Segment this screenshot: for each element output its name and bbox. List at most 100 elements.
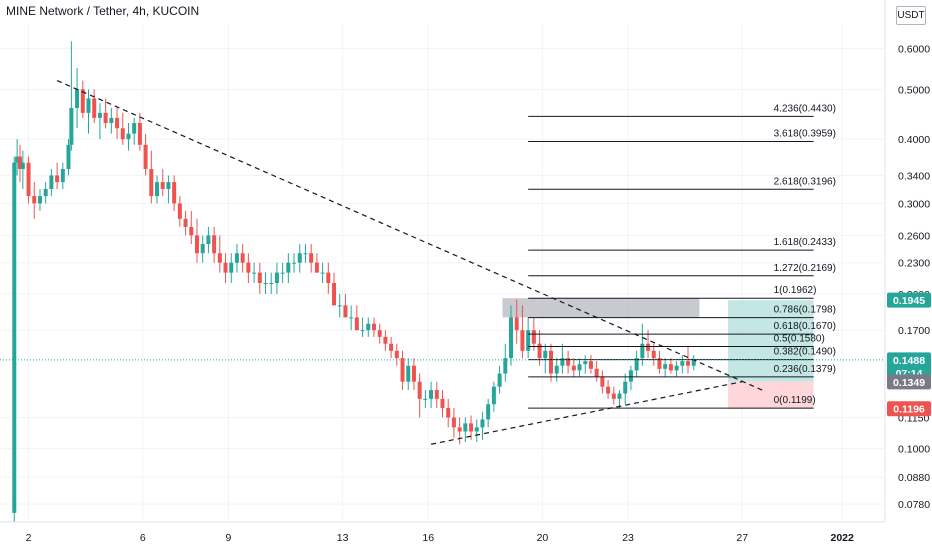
candles (12, 41, 696, 522)
candle-body (446, 407, 451, 418)
candle-body (120, 128, 125, 140)
x-tick-label: 2022 (830, 532, 854, 544)
candle-body (32, 196, 37, 204)
candle-body (303, 253, 308, 255)
candle-body (571, 365, 576, 371)
candle-body (423, 398, 428, 400)
candle-body (651, 350, 656, 359)
candle-body (600, 376, 605, 387)
candle-body (383, 336, 388, 344)
candle-body (623, 381, 628, 394)
candle-body (588, 361, 593, 369)
candle-body (611, 393, 616, 399)
candle-body (15, 156, 20, 163)
candle-body (55, 175, 60, 183)
candle-body (434, 390, 439, 399)
candle-body (663, 364, 668, 369)
time-axis: 269131620232720224 (26, 532, 854, 544)
candle-body (389, 343, 394, 351)
candle-body (674, 365, 679, 371)
fib-label: 0.786(0.1798) (774, 305, 836, 316)
fib-label: 3.618(0.3959) (774, 128, 836, 139)
candle-body (491, 386, 496, 405)
y-tick-label: 0.1700 (898, 325, 930, 337)
fib-label: 0(0.1199) (774, 395, 816, 406)
candle-body (69, 107, 74, 145)
trend-lines (56, 80, 763, 445)
candle-body (166, 182, 171, 189)
candle-body (92, 98, 97, 118)
fib-label: 1.272(0.2169) (774, 263, 836, 274)
stop-zone (727, 381, 814, 409)
candle-body (691, 359, 696, 366)
candle-body (400, 358, 405, 382)
candle-body (155, 182, 160, 197)
y-tick-label: 0.0780 (898, 499, 930, 511)
chart-grid (0, 24, 885, 522)
candle-body (469, 423, 474, 432)
candle-body (503, 358, 508, 374)
price-axis: 0.6000 0.5000 0.4000 0.3400 0.3000 0.2600 0.23… (898, 44, 930, 511)
x-tick-label: 2 (26, 532, 32, 544)
x-tick-label: 9 (225, 532, 231, 544)
candle-body (457, 427, 462, 432)
candle-body (343, 305, 348, 318)
current-price-tag-label: 0.1488 (893, 355, 925, 367)
candle-body (177, 203, 182, 219)
current-price-tag (887, 352, 931, 381)
candle-body (606, 386, 611, 394)
fib-label: 0.236(0.1379) (774, 364, 836, 375)
candle-body (583, 361, 588, 365)
candle-body (234, 253, 239, 263)
target-price-tag-label: 0.1945 (893, 295, 925, 307)
candle-body (223, 262, 228, 273)
fib-levels: 4.236(0.4430) 3.618(0.3959) 2.618(0.3196) 1… (528, 103, 836, 409)
candle-body (486, 404, 491, 420)
candle-body (292, 262, 297, 264)
candle-body (126, 133, 131, 140)
fib-label: 0.618(0.1670) (774, 321, 836, 332)
candle-body (274, 272, 279, 284)
x-tick-label: 13 (337, 532, 349, 544)
candle-body (646, 343, 651, 351)
y-tick-label: 0.3400 (898, 170, 930, 182)
candle-body (520, 330, 525, 351)
candle-body (349, 317, 354, 319)
candle-body (183, 218, 188, 227)
candle-body (657, 358, 662, 369)
candle-body (354, 317, 359, 331)
candle-body (26, 162, 31, 197)
candle-body (314, 262, 319, 273)
candle-body (149, 168, 154, 197)
candle-body (75, 89, 80, 108)
candle-body (537, 343, 542, 359)
fib-label: 2.618(0.3196) (774, 176, 836, 187)
y-tick-label: 0.4000 (898, 134, 930, 146)
candle-body (37, 196, 42, 204)
candle-body (360, 330, 365, 332)
candle-body (257, 272, 262, 284)
fib-label: 1.618(0.2433) (774, 237, 836, 248)
candle-body (554, 365, 559, 374)
candle-body (560, 358, 565, 366)
candle-body (406, 365, 411, 382)
candle-body (429, 390, 434, 399)
stop-price-tag (887, 401, 931, 417)
candle-body (394, 350, 399, 359)
candle-body (86, 98, 91, 113)
currency-unit-button[interactable]: USDT (896, 6, 926, 25)
candle-body (66, 144, 71, 169)
candle-body (411, 365, 416, 382)
stop-price-tag-label: 0.1196 (893, 404, 925, 416)
candle-body (320, 272, 325, 274)
trend-line (56, 80, 763, 391)
candle-body (206, 235, 211, 245)
y-tick-label: 0.2600 (898, 230, 930, 242)
candle-body (474, 427, 479, 432)
candle-body (309, 253, 314, 263)
candle-body (377, 330, 382, 337)
candle-body (463, 423, 468, 432)
target-zone (727, 300, 814, 382)
